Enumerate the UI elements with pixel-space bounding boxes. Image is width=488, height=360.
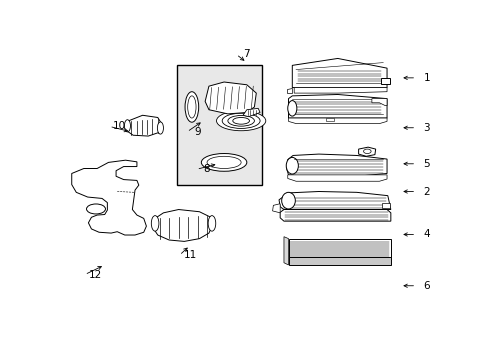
Text: 12: 12 [88,270,102,280]
Polygon shape [272,204,280,213]
Ellipse shape [222,113,260,129]
Text: 8: 8 [203,164,210,174]
Ellipse shape [363,149,370,153]
Text: 10: 10 [113,121,126,131]
Ellipse shape [184,92,198,122]
Ellipse shape [187,96,196,118]
Ellipse shape [287,100,296,116]
Ellipse shape [151,216,159,231]
Polygon shape [288,239,390,257]
Text: 4: 4 [423,229,429,239]
Text: 9: 9 [194,127,201,137]
Polygon shape [205,82,256,114]
Polygon shape [288,94,386,118]
Text: 2: 2 [423,186,429,197]
Polygon shape [294,87,386,93]
Text: 6: 6 [423,281,429,291]
Polygon shape [284,237,288,265]
Polygon shape [280,210,390,221]
Bar [176,66,262,185]
Ellipse shape [285,157,298,174]
Ellipse shape [201,153,246,171]
Polygon shape [287,175,386,181]
Text: 11: 11 [183,250,196,260]
Bar [381,78,389,84]
Text: 5: 5 [423,159,429,169]
Polygon shape [243,108,260,117]
Text: 1: 1 [423,73,429,83]
Ellipse shape [281,192,295,209]
Polygon shape [153,210,212,242]
Text: 7: 7 [243,49,250,59]
Ellipse shape [227,116,254,126]
Polygon shape [358,147,375,156]
Ellipse shape [232,117,249,124]
Polygon shape [286,87,292,93]
Ellipse shape [208,216,215,231]
Polygon shape [126,115,161,136]
Ellipse shape [206,156,241,168]
Bar [382,203,389,208]
Ellipse shape [216,111,265,131]
Polygon shape [286,154,386,177]
Polygon shape [288,257,390,265]
Polygon shape [288,118,386,123]
Polygon shape [72,160,146,235]
Polygon shape [326,118,333,121]
Polygon shape [279,192,390,210]
Polygon shape [371,99,386,105]
Text: 3: 3 [423,123,429,133]
Ellipse shape [86,204,105,214]
Ellipse shape [124,120,130,132]
Polygon shape [292,58,386,87]
Ellipse shape [157,122,163,134]
